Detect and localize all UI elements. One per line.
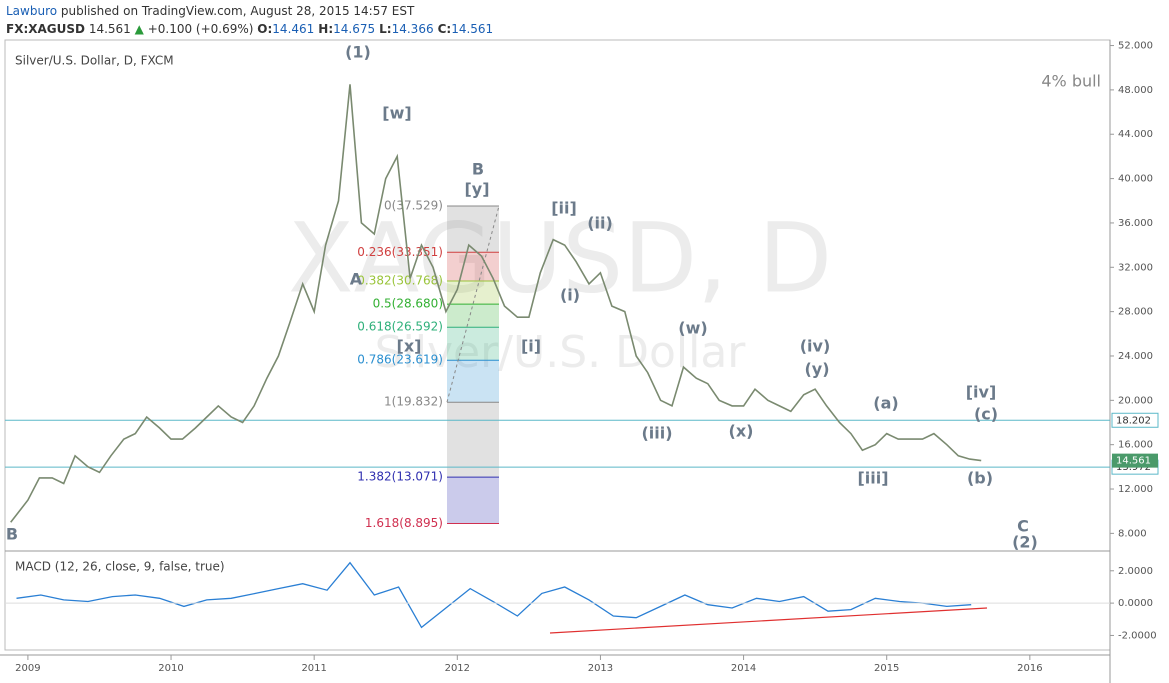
y-tick-label: 12.000 xyxy=(1118,484,1153,495)
fib-label: 1.382(13.071) xyxy=(357,470,443,484)
ohlc-value: 14.461 xyxy=(272,22,315,36)
fib-band xyxy=(447,402,499,478)
wave-label: [iv] xyxy=(966,383,997,402)
y-tick-label: 40.000 xyxy=(1118,174,1153,185)
fib-label: 0.786(23.619) xyxy=(357,353,443,367)
fib-band xyxy=(447,304,499,328)
price: 14.561 xyxy=(88,22,131,36)
x-tick-label: 2013 xyxy=(588,663,613,674)
x-tick-label: 2011 xyxy=(301,663,326,674)
header-line: FX:XAGUSD 14.561 ▲ +0.100 (+0.69%) O:14.… xyxy=(6,20,497,38)
y-tick-label: 20.000 xyxy=(1118,395,1153,406)
fib-label: 0.236(33.351) xyxy=(357,245,443,259)
fib-label: 0.382(30.768) xyxy=(357,273,443,287)
x-tick-label: 2010 xyxy=(158,663,183,674)
arrow: ▲ xyxy=(134,22,144,36)
ohlc-value: 14.561 xyxy=(451,22,494,36)
wave-label: (ii) xyxy=(587,214,613,233)
wave-label: [w] xyxy=(382,104,411,123)
ohlc: O:14.461 H:14.675 L:14.366 C:14.561 xyxy=(257,22,497,36)
y-tick-label: 16.000 xyxy=(1118,440,1153,451)
last-price-tag xyxy=(1112,453,1158,468)
last-price-label: 14.561 xyxy=(1116,456,1151,467)
fib-band xyxy=(447,327,499,361)
wave-label: [y] xyxy=(464,180,489,199)
wave-label: (iv) xyxy=(800,337,831,356)
wave-label: (w) xyxy=(678,319,707,338)
note: 4% bull xyxy=(1041,72,1101,91)
watermark: XAGUSD, D xyxy=(288,202,832,314)
wave-label: (b) xyxy=(967,469,993,488)
fib-label: 1.618(8.895) xyxy=(365,516,443,530)
x-tick-label: 2009 xyxy=(15,663,40,674)
y-tick-label: 24.000 xyxy=(1118,351,1153,362)
macd-title: MACD (12, 26, close, 9, false, true) xyxy=(15,560,225,574)
price-tag-label: 18.202 xyxy=(1116,415,1151,426)
y-tick-label: 48.000 xyxy=(1118,85,1153,96)
fib-band xyxy=(447,280,499,305)
published: published on TradingView.com, August 28,… xyxy=(60,4,415,18)
wave-label: (1) xyxy=(345,43,371,62)
y-tick-label: 44.000 xyxy=(1118,129,1153,140)
wave-label: C xyxy=(1017,517,1029,536)
author[interactable]: Lawburo xyxy=(6,4,58,18)
header: Lawburo published on TradingView.com, Au… xyxy=(6,2,497,38)
wave-label: (2) xyxy=(1012,533,1038,552)
wave-label: (y) xyxy=(804,360,829,379)
ohlc-label: L: xyxy=(379,22,392,36)
y-tick-label: 28.000 xyxy=(1118,307,1153,318)
ohlc-label: O: xyxy=(257,22,273,36)
header-line: Lawburo published on TradingView.com, Au… xyxy=(6,2,497,20)
wave-label: B xyxy=(6,525,18,544)
y-tick-label: 8.000 xyxy=(1118,528,1147,539)
price-tag xyxy=(1111,412,1159,428)
watermark: Silver/U.S. Dollar xyxy=(375,327,747,378)
fib-band xyxy=(447,360,499,403)
wave-label: [x] xyxy=(397,337,422,356)
symbol: FX:XAGUSD xyxy=(6,22,85,36)
trendline xyxy=(549,607,988,634)
ohlc-label: C: xyxy=(437,22,452,36)
change: +0.100 (+0.69%) xyxy=(147,22,254,36)
y-tick-label: 36.000 xyxy=(1118,218,1153,229)
legend-title: Silver/U.S. Dollar, D, FXCM xyxy=(15,54,174,68)
x-tick-label: 2012 xyxy=(445,663,470,674)
series-line xyxy=(10,84,982,523)
fib-trend xyxy=(446,205,500,403)
wave-label: A xyxy=(350,270,363,289)
wave-label: [iii] xyxy=(857,469,888,488)
fib-label: 0.618(26.592) xyxy=(357,320,443,334)
wave-label: (iii) xyxy=(641,424,672,443)
x-tick-label: 2015 xyxy=(874,663,899,674)
ohlc-value: 14.675 xyxy=(333,22,376,36)
fib-label: 0.5(28.680) xyxy=(373,297,443,311)
fib-band xyxy=(447,477,499,524)
y-tick-label: -2.0000 xyxy=(1118,630,1157,641)
fib-band xyxy=(447,252,499,281)
y-tick-label: 0.0000 xyxy=(1118,598,1153,609)
wave-label: (x) xyxy=(729,422,754,441)
y-tick-label: 2.0000 xyxy=(1118,566,1153,577)
series-line xyxy=(16,561,972,629)
y-tick-label: 32.000 xyxy=(1118,262,1153,273)
fib-label: 1(19.832) xyxy=(384,395,443,409)
fib-label: 0(37.529) xyxy=(384,198,443,212)
ohlc-label: H: xyxy=(318,22,334,36)
wave-label: [i] xyxy=(521,337,541,356)
wave-label: B xyxy=(472,160,484,179)
wave-label: (a) xyxy=(873,394,898,413)
wave-label: (i) xyxy=(560,286,580,305)
wave-label: [ii] xyxy=(551,199,577,218)
wave-label: (c) xyxy=(974,405,998,424)
price-tag-label: 13.972 xyxy=(1116,462,1151,473)
x-tick-label: 2016 xyxy=(1017,663,1042,674)
ohlc-value: 14.366 xyxy=(391,22,434,36)
x-tick-label: 2014 xyxy=(731,663,756,674)
fib-band xyxy=(447,205,499,253)
y-tick-label: 52.000 xyxy=(1118,41,1153,52)
